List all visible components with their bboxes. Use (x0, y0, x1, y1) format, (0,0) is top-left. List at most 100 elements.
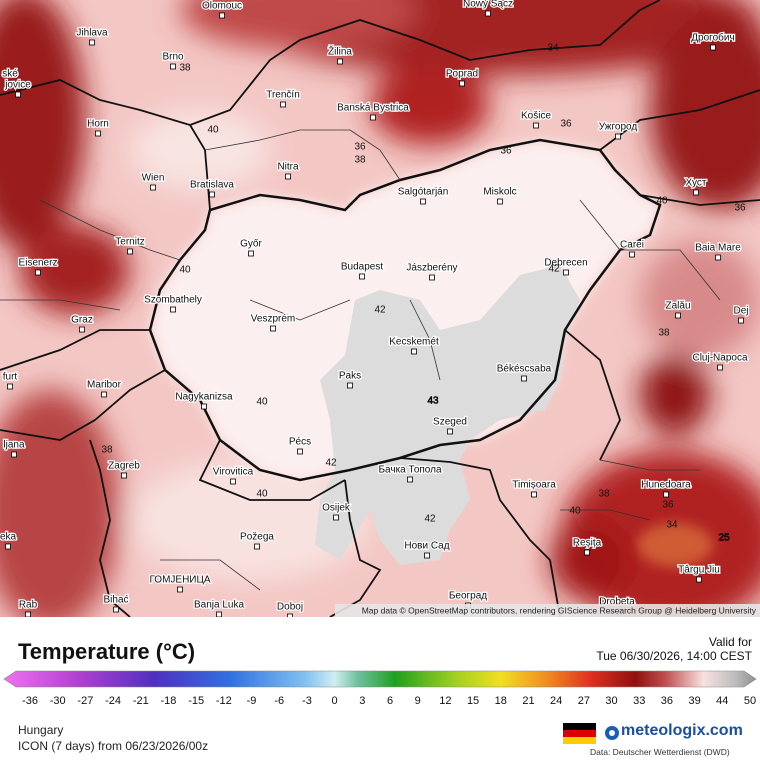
place-dot (95, 130, 101, 137)
place-dot (25, 611, 31, 617)
contour-label: 42 (548, 264, 560, 275)
place-label: Cluj-Napoca (692, 353, 747, 364)
place-label: Poprad (446, 69, 478, 80)
contour-labels: 38 40 36 38 36 34 36 40 36 40 42 42 43 40 38 42 40 42 38 40… (101, 43, 746, 544)
place-dot (7, 383, 13, 390)
place-label: Rab (19, 600, 38, 611)
place-label: Žilina (328, 45, 352, 58)
valid-time: Tue 06/30/2026, 14:00 CEST (596, 649, 752, 663)
colorbar-tick-label: 39 (688, 695, 700, 707)
place-dot (531, 491, 537, 498)
colorbar-tick-label: 44 (716, 695, 728, 707)
place-dot (663, 491, 669, 498)
colorbar-tick-label: -3 (302, 695, 312, 707)
place-label: Zalău (665, 301, 690, 312)
place-label: Nitra (277, 162, 299, 173)
logo-icon (605, 726, 619, 740)
colorbar-tick-label: 21 (522, 695, 534, 707)
place-dot (563, 269, 569, 276)
contour-label: 38 (658, 328, 670, 339)
map: Olomouc Nowy Sącz Jihlava Brno Žilina Дрогоби… (0, 0, 760, 617)
place-label: Нови Сад (404, 541, 449, 552)
colorbar-tick-label: 33 (633, 695, 645, 707)
place-label: Szombathely (144, 295, 202, 306)
place-label: Salgótarján (398, 187, 449, 198)
place-label: Timișoara (512, 480, 556, 491)
colorbar-tick-label: -30 (50, 695, 66, 707)
contour-label: 36 (500, 146, 512, 157)
place-label: Miskolc (483, 187, 516, 198)
contour-label: 40 (179, 265, 191, 276)
place-dot (101, 391, 107, 398)
contour-label: 36 (662, 500, 674, 511)
colorbar-scale (3, 670, 757, 688)
contour-label: 40 (207, 125, 219, 136)
model: ICON (7 days) from 06/23/2026/00z (18, 739, 209, 753)
place-label: Bihać (103, 595, 128, 606)
valid-label: Valid for (708, 635, 752, 649)
place-label: Београд (449, 591, 487, 602)
colorbar-tick-label: 18 (495, 695, 507, 707)
place-label: Graz (71, 315, 93, 326)
hot-spot (637, 523, 713, 567)
colorbar-tick-label: 12 (439, 695, 451, 707)
colorbar-tick-label: -21 (133, 695, 149, 707)
place-label: Szeged (433, 417, 467, 428)
place-dot (615, 133, 621, 140)
contour-label: 36 (734, 203, 746, 214)
place-dot (459, 80, 465, 87)
contour-label: 40 (656, 196, 668, 207)
colorbar-tick-label: -15 (188, 695, 204, 707)
place-dot (121, 472, 127, 479)
attribution-bar (335, 604, 760, 617)
place-dot (359, 273, 365, 280)
place-label: Reșița (573, 538, 602, 549)
place-dot (347, 382, 353, 389)
place-label: Pécs (289, 437, 311, 448)
place-label: Doboj (277, 602, 303, 613)
place-dot (15, 91, 21, 98)
place-dot (287, 613, 293, 617)
source: Data: Deutscher Wetterdienst (DWD) (590, 747, 730, 757)
borders (0, 0, 760, 617)
place-label: Zagreb (108, 461, 140, 472)
place-label: Trenčín (266, 90, 300, 101)
place-dot (429, 274, 435, 281)
place-dot (497, 198, 503, 205)
brand[interactable]: meteologix.com (621, 722, 743, 739)
place-label: Košice (521, 111, 551, 122)
place-label: Wien (142, 173, 165, 184)
place-dot (675, 312, 681, 319)
legend-panel: Temperature (°C) Valid for Tue 06/30/202… (0, 617, 760, 760)
colorbar-tick-label: 27 (578, 695, 590, 707)
place-dot (113, 606, 119, 613)
colorbar-ticks: -36 -30 -27 -24 -21 -18 -15 -12 -9 -6 -3 0 3 6 9 12 15 18… (22, 695, 756, 707)
place-label: Veszprém (251, 314, 295, 325)
contour-label: 38 (354, 155, 366, 166)
place-label: Jihlava (76, 28, 108, 39)
place-dot (738, 317, 744, 324)
place-label: Banja Luka (194, 600, 244, 611)
place-dot (447, 428, 453, 435)
place-label: Carei (620, 240, 644, 251)
place-label: ljana (3, 440, 25, 451)
place-dot (170, 306, 176, 313)
place-dot (337, 58, 343, 65)
place-dot (35, 269, 41, 276)
contour-label: 34 (547, 43, 559, 54)
legend-title: Temperature (°C) (18, 639, 196, 664)
place-dot (254, 543, 260, 550)
colorbar: -36 -30 -27 -24 -21 -18 -15 -12 -9 -6 -3 0 3 6 9 12 15 18… (3, 670, 757, 707)
contour-label: 38 (598, 489, 610, 500)
place-dot (219, 12, 225, 19)
colorbar-tick-label: 6 (387, 695, 393, 707)
attribution: Map data © OpenStreetMap contributors, r… (362, 605, 757, 615)
contour-label: 38 (101, 445, 113, 456)
place-label: Ternitz (115, 237, 144, 248)
colorbar-tick-label: 9 (415, 695, 421, 707)
colorbar-tick-label: 3 (359, 695, 365, 707)
place-dot (201, 403, 207, 410)
place-dot (370, 114, 376, 121)
place-label: Brno (162, 52, 184, 63)
